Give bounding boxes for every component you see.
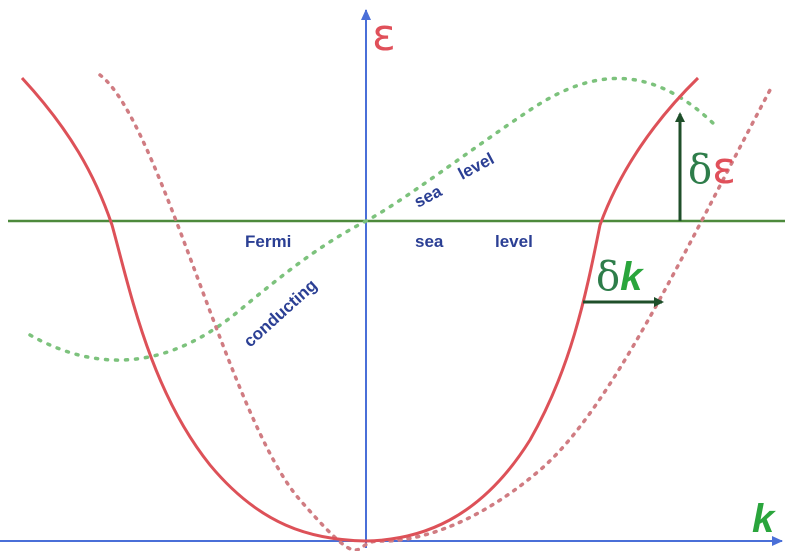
conducting-word: conducting bbox=[240, 276, 321, 351]
band-curve bbox=[20, 76, 700, 543]
fermi-level-word: level bbox=[495, 232, 533, 251]
tilted-sea-level-curve bbox=[28, 76, 720, 362]
fermi-sea-word: sea bbox=[415, 232, 444, 251]
energy-axis-label: ε bbox=[372, 10, 396, 61]
shifted-band-curve bbox=[98, 73, 772, 551]
tilted-level-word: level bbox=[455, 149, 497, 184]
delta-k-label: δk bbox=[596, 254, 644, 300]
fermi-word: Fermi bbox=[245, 232, 291, 251]
k-axis-label: k bbox=[752, 497, 776, 541]
delta-energy-label: δε bbox=[688, 143, 736, 194]
tilted-sea-word: sea bbox=[411, 181, 445, 211]
